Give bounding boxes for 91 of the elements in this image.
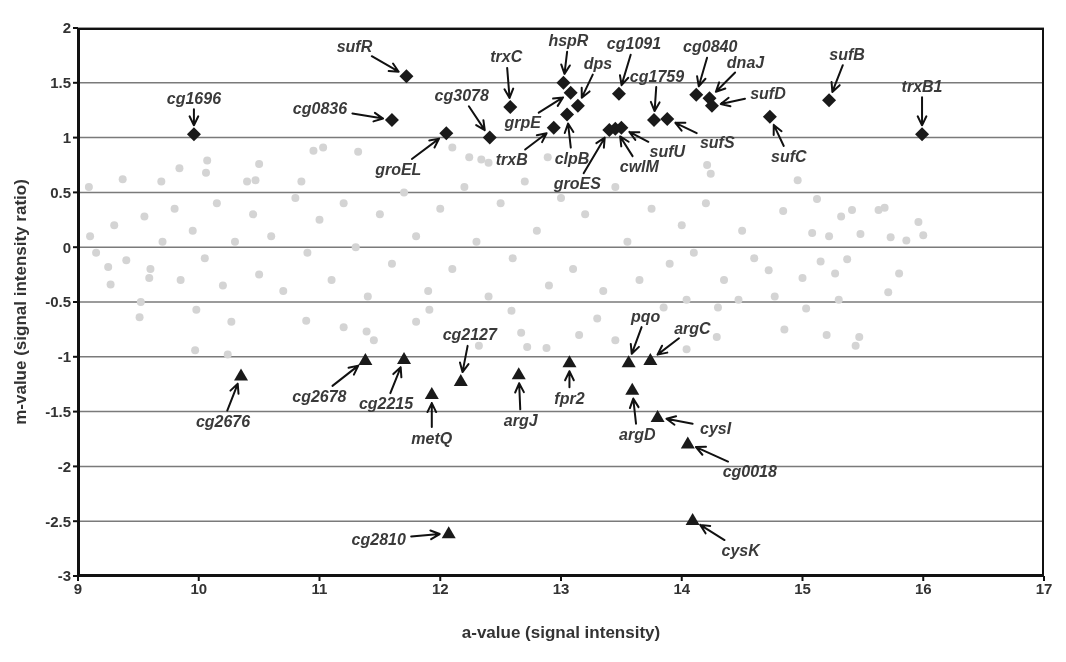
point (689, 87, 704, 102)
annotation: dps (583, 55, 613, 73)
annotation: sufS (699, 134, 735, 152)
annotation: dnaJ (726, 53, 766, 71)
y-tick-label: -1.5 (45, 402, 71, 420)
annotation: cysK (721, 541, 762, 559)
point (482, 130, 497, 145)
point (822, 93, 837, 108)
annotation: clpB (554, 150, 590, 168)
x-tick-label: 11 (311, 579, 328, 597)
annotation: cysI (700, 419, 732, 437)
x-tick-label: 15 (794, 579, 811, 597)
point (358, 353, 373, 366)
annotation: cg1759 (629, 67, 685, 85)
annotation: cg0018 (722, 462, 778, 480)
point (503, 99, 518, 114)
point (556, 75, 571, 90)
annotation: cg1091 (606, 35, 662, 53)
x-tick-label: 13 (552, 579, 570, 597)
point (439, 126, 454, 141)
point (560, 107, 575, 122)
point (621, 355, 636, 368)
x-axis-title: a-value (signal intensity) (461, 623, 661, 642)
y-tick-label: -1 (57, 348, 71, 366)
point (186, 127, 201, 142)
annotation: argC (674, 319, 712, 337)
annotation: cg2127 (442, 326, 499, 344)
annotation: sufU (649, 143, 686, 161)
point (625, 382, 640, 395)
x-tick-label: 16 (914, 579, 932, 597)
y-tick-label: 1 (62, 128, 71, 146)
x-tick-label: 10 (190, 579, 208, 597)
annotation: argJ (503, 411, 539, 429)
annotation: cwlM (619, 158, 660, 176)
point (611, 86, 626, 101)
point (453, 373, 468, 386)
x-tick-label: 12 (431, 579, 449, 597)
y-tick-label: 1.5 (50, 74, 71, 92)
annotation: cg3078 (434, 87, 489, 105)
point (397, 351, 412, 364)
annotation: pqo (629, 307, 661, 325)
point (915, 127, 930, 142)
annotation: sufB (829, 45, 865, 63)
annotation: cg2676 (195, 412, 251, 430)
point (562, 355, 577, 368)
x-tick-label: 14 (673, 579, 691, 597)
point (234, 368, 249, 381)
annotation: cg0836 (292, 99, 348, 117)
annotation: sufD (750, 85, 787, 103)
point (680, 436, 695, 449)
annotation: groES (552, 175, 602, 193)
annotation: cg1696 (166, 89, 222, 107)
annotation: cg2678 (292, 387, 347, 405)
x-tick-label: 9 (73, 579, 83, 597)
annotation: trxC (490, 48, 523, 66)
point (399, 69, 414, 84)
annotation: trxB1 (901, 77, 943, 95)
y-tick-label: 2 (62, 19, 71, 37)
annotation: metQ (411, 429, 453, 447)
annotation: cg2215 (358, 395, 415, 413)
y-tick-label: -0.5 (45, 293, 71, 311)
point (546, 120, 561, 135)
point (762, 109, 777, 124)
annotation: cg0840 (683, 38, 738, 56)
point (660, 111, 675, 126)
annotation: trxB (495, 151, 528, 169)
y-tick-label: -3 (57, 567, 71, 585)
point (563, 85, 578, 100)
annotation: sufC (771, 148, 808, 166)
point (650, 410, 665, 423)
annotation: cg2810 (351, 530, 406, 548)
y-axis-title: m-value (signal intensity ratio) (11, 179, 31, 425)
y-tick-label: -2 (57, 457, 71, 475)
y-tick-label: -2.5 (45, 512, 71, 530)
point (570, 98, 585, 113)
annotation: sufR (336, 37, 373, 55)
point (384, 113, 399, 128)
annotation: grpE (503, 114, 543, 132)
annotation: groEL (374, 160, 422, 178)
point (511, 367, 526, 380)
y-tick-label: 0.5 (50, 183, 71, 201)
point (441, 526, 456, 539)
annotation: fpr2 (554, 389, 585, 407)
x-tick-label: 17 (1035, 579, 1053, 597)
y-tick-label: 0 (62, 238, 71, 256)
point (643, 353, 658, 366)
annotation: hspR (548, 32, 589, 50)
point (424, 387, 439, 400)
point (646, 113, 661, 128)
annotation: argD (619, 426, 656, 444)
point (685, 513, 700, 526)
